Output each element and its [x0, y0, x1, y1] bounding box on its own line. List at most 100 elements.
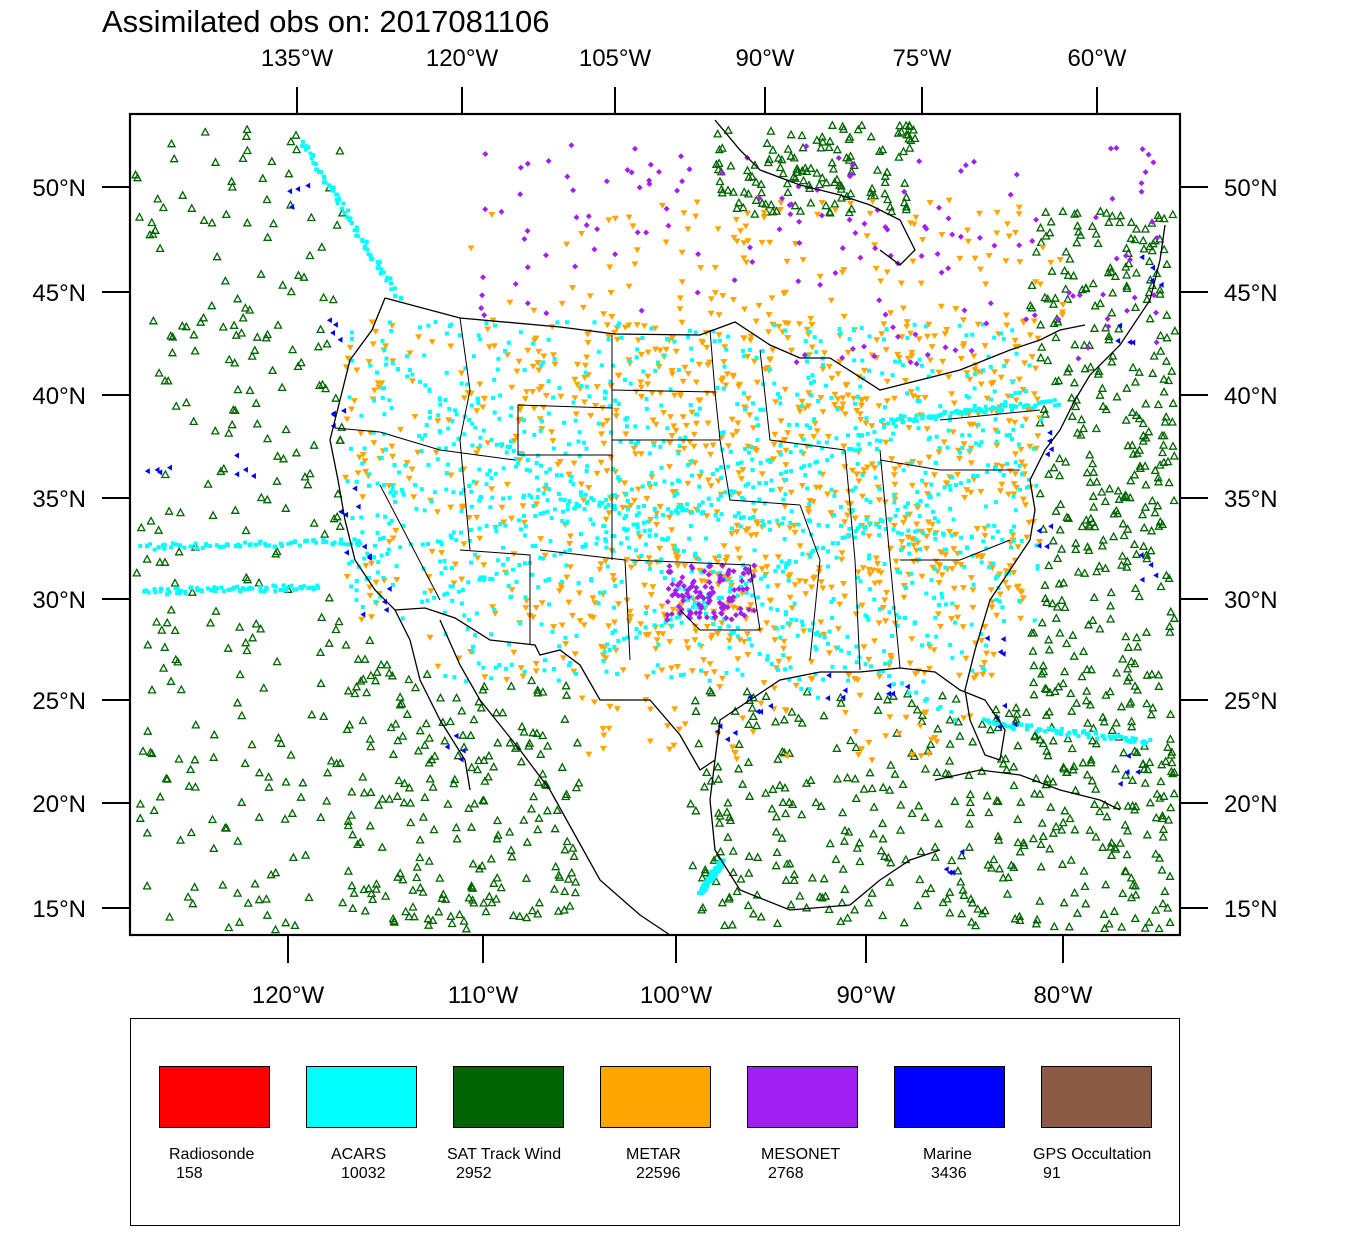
metar-obs-marker	[566, 541, 573, 547]
mesonet-obs-marker	[586, 213, 592, 219]
satwind-obs-marker	[361, 789, 368, 796]
satwind-obs-marker	[351, 690, 358, 697]
metar-obs-marker	[733, 756, 740, 762]
acars-obs-marker	[891, 421, 895, 425]
satwind-obs-marker	[1083, 697, 1090, 704]
acars-obs-marker	[782, 516, 786, 520]
acars-obs-marker	[1011, 428, 1015, 432]
acars-obs-marker	[715, 866, 719, 870]
satwind-obs-marker	[1125, 803, 1132, 810]
metar-obs-marker	[783, 448, 790, 454]
legend-label: Radiosonde	[169, 1146, 254, 1164]
metar-obs-marker	[621, 480, 628, 486]
acars-obs-marker	[475, 611, 479, 615]
satwind-obs-marker	[1123, 417, 1130, 424]
metar-obs-marker	[696, 474, 703, 480]
marine-obs-marker	[360, 612, 365, 618]
mesonet-obs-marker	[499, 209, 505, 215]
satwind-obs-marker	[1061, 899, 1068, 906]
metar-obs-marker	[659, 631, 666, 637]
acars-obs-marker	[502, 466, 506, 470]
satwind-obs-marker	[529, 907, 536, 914]
metar-obs-marker	[931, 647, 938, 653]
acars-obs-marker	[613, 584, 617, 588]
bottom-lon-label: 110°W	[448, 982, 519, 1009]
acars-obs-marker	[339, 537, 343, 541]
acars-obs-marker	[552, 667, 556, 671]
acars-obs-marker	[755, 356, 759, 360]
acars-obs-marker	[470, 444, 474, 448]
acars-obs-marker	[438, 429, 442, 433]
metar-obs-marker	[861, 368, 868, 374]
metar-obs-marker	[1017, 616, 1024, 622]
marine-obs-marker	[1001, 636, 1006, 642]
metar-obs-marker	[748, 533, 755, 539]
acars-obs-marker	[600, 363, 604, 367]
metar-obs-marker	[908, 636, 915, 642]
metar-obs-marker	[555, 462, 562, 468]
mesonet-obs-marker	[482, 151, 488, 157]
mesonet-obs-marker	[1016, 242, 1022, 248]
satwind-obs-marker	[1118, 562, 1125, 569]
satwind-obs-marker	[1092, 786, 1099, 793]
satwind-obs-marker	[1040, 833, 1047, 840]
acars-obs-marker	[312, 587, 316, 591]
acars-obs-marker	[226, 588, 230, 592]
acars-obs-marker	[378, 537, 382, 541]
metar-obs-marker	[882, 618, 889, 624]
metar-obs-marker	[415, 334, 422, 340]
satwind-obs-marker	[1058, 597, 1065, 604]
acars-obs-marker	[859, 579, 863, 583]
acars-obs-marker	[715, 468, 719, 472]
satwind-obs-marker	[1083, 688, 1090, 695]
left-lat-label: 40°N	[32, 383, 86, 410]
acars-obs-marker	[719, 465, 723, 469]
metar-obs-marker	[1003, 323, 1010, 329]
satwind-obs-marker	[306, 894, 313, 901]
acars-obs-marker	[539, 464, 543, 468]
satwind-obs-marker	[947, 741, 954, 748]
mesonet-obs-marker	[749, 259, 755, 265]
satwind-obs-marker	[536, 815, 543, 822]
satwind-obs-marker	[1033, 249, 1040, 256]
satwind-obs-marker	[1122, 822, 1129, 829]
top-lon-label: 135°W	[261, 45, 334, 72]
metar-obs-marker	[1016, 205, 1023, 211]
satwind-obs-marker	[939, 692, 946, 699]
satwind-obs-marker	[834, 146, 841, 153]
satwind-obs-marker	[399, 733, 406, 740]
metar-obs-marker	[883, 347, 890, 353]
acars-obs-marker	[889, 438, 893, 442]
metar-obs-marker	[712, 290, 719, 296]
satwind-obs-marker	[745, 902, 752, 909]
satwind-obs-marker	[758, 913, 765, 920]
acars-obs-marker	[995, 574, 999, 578]
metar-obs-marker	[668, 527, 675, 533]
acars-obs-marker	[958, 410, 962, 414]
marine-obs-marker	[362, 544, 367, 550]
acars-obs-marker	[865, 416, 869, 420]
satwind-obs-marker	[201, 217, 208, 224]
acars-obs-marker	[242, 588, 246, 592]
acars-obs-marker	[823, 635, 827, 639]
satwind-obs-marker	[954, 867, 961, 874]
metar-obs-marker	[922, 482, 929, 488]
satwind-obs-marker	[1037, 321, 1044, 328]
acars-obs-marker	[559, 497, 563, 501]
metar-obs-marker	[835, 626, 842, 632]
mesonet-obs-marker	[669, 611, 675, 617]
acars-obs-marker	[535, 476, 539, 480]
satwind-obs-marker	[932, 854, 939, 861]
satwind-obs-marker	[1050, 778, 1057, 785]
metar-obs-marker	[632, 451, 639, 457]
acars-obs-marker	[603, 390, 607, 394]
acars-obs-marker	[531, 544, 535, 548]
acars-obs-marker	[892, 494, 896, 498]
satwind-obs-marker	[1081, 868, 1088, 875]
satwind-obs-marker	[1052, 295, 1059, 302]
satwind-obs-marker	[909, 810, 916, 817]
acars-obs-marker	[690, 358, 694, 362]
metar-obs-marker	[716, 312, 723, 318]
mesonet-obs-marker	[679, 178, 685, 184]
satwind-obs-marker	[1053, 508, 1060, 515]
